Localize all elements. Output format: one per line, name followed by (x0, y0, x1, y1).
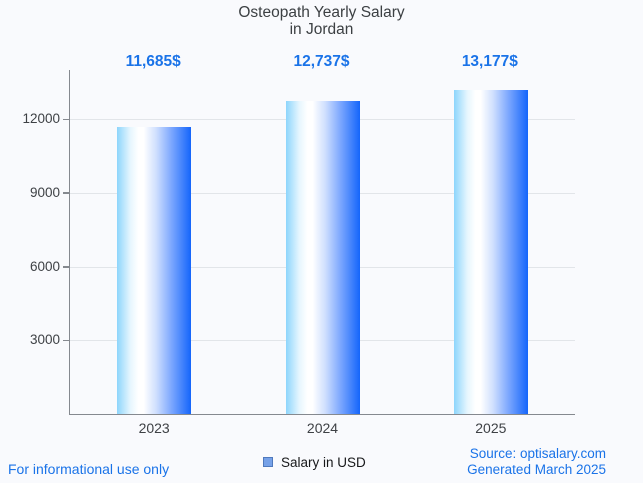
legend-label: Salary in USD (281, 454, 366, 470)
y-axis-tick-label-12000: 12000 (22, 111, 60, 127)
y-axis-tick-12000 (62, 118, 69, 121)
plot-area: 3000 6000 9000 12000 2023 2024 2025 (22, 70, 575, 436)
chart-title: Osteopath Yearly Salary in Jordan (0, 4, 643, 38)
bar-value-label-2025: 13,177$ (461, 53, 518, 70)
legend-item-salary-in-usd[interactable]: Salary in USD (263, 452, 366, 472)
disclaimer-text: For informational use only (8, 461, 170, 477)
bar-value-labels-row: 11,685$ 12,737$ 13,177$ (0, 53, 643, 73)
source-text: Source: optisalary.com (469, 446, 606, 461)
y-axis-tick-label-3000: 3000 (29, 332, 60, 348)
bar-value-label-2024: 12,737$ (293, 53, 350, 70)
y-axis-tick-label-9000: 9000 (29, 184, 60, 200)
x-axis-label-2024: 2024 (306, 420, 339, 436)
chart-title-line1: Osteopath Yearly Salary (238, 4, 405, 21)
y-axis-tick-label-6000: 6000 (29, 258, 60, 274)
bar-2025[interactable] (453, 90, 528, 414)
y-axis-tick-3000 (62, 339, 69, 342)
bar-2024[interactable] (285, 101, 360, 414)
generated-text: Generated March 2025 (467, 461, 606, 477)
x-axis-label-2023: 2023 (138, 420, 170, 436)
source-block: Source: optisalary.com Generated March 2… (467, 446, 606, 477)
bar-2023[interactable] (117, 126, 192, 414)
x-axis-label-2025: 2025 (475, 420, 507, 436)
y-axis-tick-6000 (62, 266, 69, 268)
bar-value-label-2023: 11,685$ (125, 53, 181, 70)
legend-swatch-icon (263, 457, 273, 467)
chart-title-line2: in Jordan (289, 21, 354, 38)
y-axis-tick-9000 (62, 192, 69, 194)
